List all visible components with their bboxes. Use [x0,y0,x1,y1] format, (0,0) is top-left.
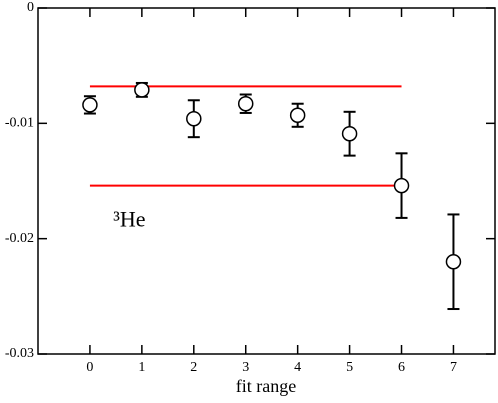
marker [341,125,358,142]
x-tick-label: 0 [86,360,93,375]
x-tick-label: 5 [346,360,353,375]
x-axis-label: fit range [236,376,296,396]
marker [393,177,410,194]
y-tick-label: 0 [27,0,34,15]
y-tick-label: -0.03 [5,346,34,361]
y-tick-label: -0.02 [5,231,34,246]
x-tick-label: 7 [450,360,457,375]
y-tick-label: -0.01 [5,116,34,131]
x-tick-label: 3 [242,360,249,375]
x-tick-label: 1 [138,360,145,375]
annotation: ³He [113,206,145,231]
marker [445,253,462,270]
x-tick-label: 4 [294,360,301,375]
x-tick-label: 6 [398,360,405,375]
marker [186,110,202,127]
marker [237,95,254,112]
marker [82,97,98,113]
plot-frame [37,7,496,355]
x-tick-label: 2 [190,360,197,375]
marker [134,82,150,98]
marker [289,107,306,124]
